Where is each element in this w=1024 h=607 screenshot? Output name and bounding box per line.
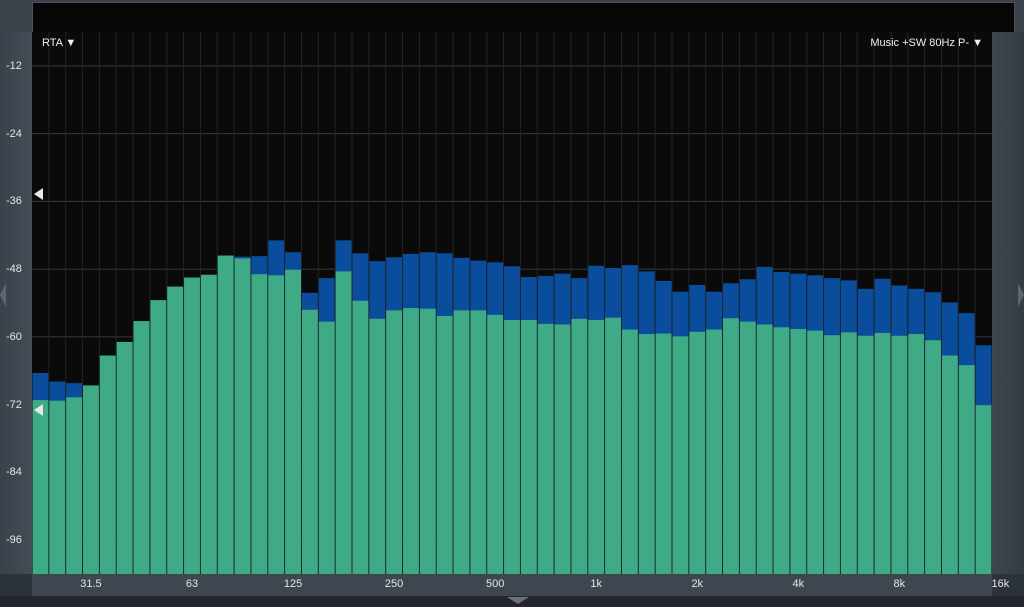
x-tick-label: 63 bbox=[185, 578, 199, 590]
level-bar-41 bbox=[723, 318, 739, 574]
level-bar-48 bbox=[840, 332, 857, 574]
level-bar-32 bbox=[571, 318, 588, 574]
level-bar-51 bbox=[891, 335, 908, 574]
rta-plot-area bbox=[32, 32, 992, 574]
level-bar-26 bbox=[470, 310, 487, 574]
level-bar-11 bbox=[217, 255, 234, 574]
level-bar-39 bbox=[689, 331, 706, 574]
upper-range-handle-icon[interactable] bbox=[34, 188, 43, 200]
level-bar-10 bbox=[200, 274, 217, 574]
x-tick-label: 1k bbox=[590, 578, 603, 590]
level-bar-9 bbox=[184, 277, 200, 574]
level-bar-34 bbox=[605, 317, 621, 574]
level-bar-45 bbox=[790, 328, 807, 574]
level-bar-35 bbox=[621, 329, 638, 574]
level-bar-5 bbox=[116, 341, 133, 574]
y-tick-label: -72 bbox=[6, 398, 22, 411]
level-bar-23 bbox=[419, 308, 436, 574]
level-bar-38 bbox=[672, 336, 689, 574]
level-bar-46 bbox=[807, 330, 824, 574]
level-bar-1 bbox=[49, 400, 66, 574]
level-bar-44 bbox=[773, 327, 790, 574]
level-bar-43 bbox=[756, 324, 773, 574]
y-tick-label: -84 bbox=[6, 466, 22, 479]
level-bar-54 bbox=[941, 355, 958, 574]
level-bar-25 bbox=[453, 310, 470, 574]
x-tick-label: 125 bbox=[283, 578, 303, 590]
level-bar-28 bbox=[504, 319, 520, 574]
level-bar-55 bbox=[958, 365, 975, 574]
level-bar-15 bbox=[285, 269, 301, 574]
level-bar-56 bbox=[975, 405, 992, 574]
x-tick-label: 31.5 bbox=[80, 578, 102, 590]
level-bar-24 bbox=[436, 315, 453, 574]
level-bar-42 bbox=[739, 321, 756, 574]
level-bar-8 bbox=[167, 286, 184, 574]
rta-mode-dropdown[interactable]: RTA ▼ bbox=[42, 37, 77, 49]
x-tick-label: 4k bbox=[792, 578, 805, 590]
level-bar-16 bbox=[301, 309, 318, 574]
level-bar-36 bbox=[638, 334, 655, 574]
level-bar-30 bbox=[537, 323, 554, 574]
level-bar-6 bbox=[133, 321, 150, 574]
y-tick-label: -24 bbox=[6, 127, 22, 140]
y-tick-label: -96 bbox=[6, 534, 22, 547]
level-bar-19 bbox=[352, 300, 369, 574]
level-bar-47 bbox=[824, 335, 840, 574]
y-tick-label: -60 bbox=[6, 330, 22, 343]
level-bar-14 bbox=[268, 275, 285, 574]
level-bar-29 bbox=[520, 319, 537, 574]
level-bar-20 bbox=[369, 318, 386, 574]
level-bar-22 bbox=[403, 308, 419, 574]
level-bar-27 bbox=[487, 314, 504, 574]
level-bar-7 bbox=[150, 300, 167, 574]
level-bar-33 bbox=[588, 319, 605, 574]
level-bar-52 bbox=[908, 334, 925, 574]
x-tick-label: 500 bbox=[485, 578, 505, 590]
level-bar-2 bbox=[66, 397, 83, 574]
level-bar-31 bbox=[554, 324, 571, 574]
level-bar-53 bbox=[925, 340, 941, 574]
x-tick-label: 16k bbox=[991, 578, 1010, 590]
y-tick-label: -36 bbox=[6, 195, 22, 208]
top-display-strip bbox=[32, 2, 1015, 33]
level-bar-0 bbox=[32, 400, 49, 574]
collapse-arrow-icon[interactable] bbox=[507, 597, 529, 604]
level-bar-3 bbox=[83, 385, 99, 574]
level-bar-12 bbox=[234, 258, 251, 574]
level-bar-49 bbox=[857, 335, 874, 574]
y-tick-label: -12 bbox=[6, 59, 22, 72]
left-panel-tab-icon[interactable] bbox=[0, 283, 6, 307]
rta-chart bbox=[32, 32, 992, 574]
lower-range-handle-icon[interactable] bbox=[34, 404, 43, 416]
level-bar-21 bbox=[386, 310, 403, 574]
frequency-axis-bar bbox=[32, 574, 992, 596]
level-bar-50 bbox=[874, 332, 891, 574]
x-tick-label: 250 bbox=[384, 578, 404, 590]
right-panel-tab-icon[interactable] bbox=[1018, 283, 1024, 307]
level-bar-40 bbox=[706, 329, 723, 574]
level-bar-13 bbox=[251, 274, 268, 574]
level-bar-17 bbox=[318, 321, 335, 574]
x-tick-label: 2k bbox=[691, 578, 704, 590]
level-bar-18 bbox=[335, 271, 352, 574]
preset-dropdown[interactable]: Music +SW 80Hz P- ▼ bbox=[870, 37, 983, 49]
x-tick-label: 8k bbox=[893, 578, 906, 590]
level-bar-37 bbox=[655, 333, 672, 574]
y-tick-label: -48 bbox=[6, 263, 22, 276]
level-bar-4 bbox=[99, 355, 116, 574]
